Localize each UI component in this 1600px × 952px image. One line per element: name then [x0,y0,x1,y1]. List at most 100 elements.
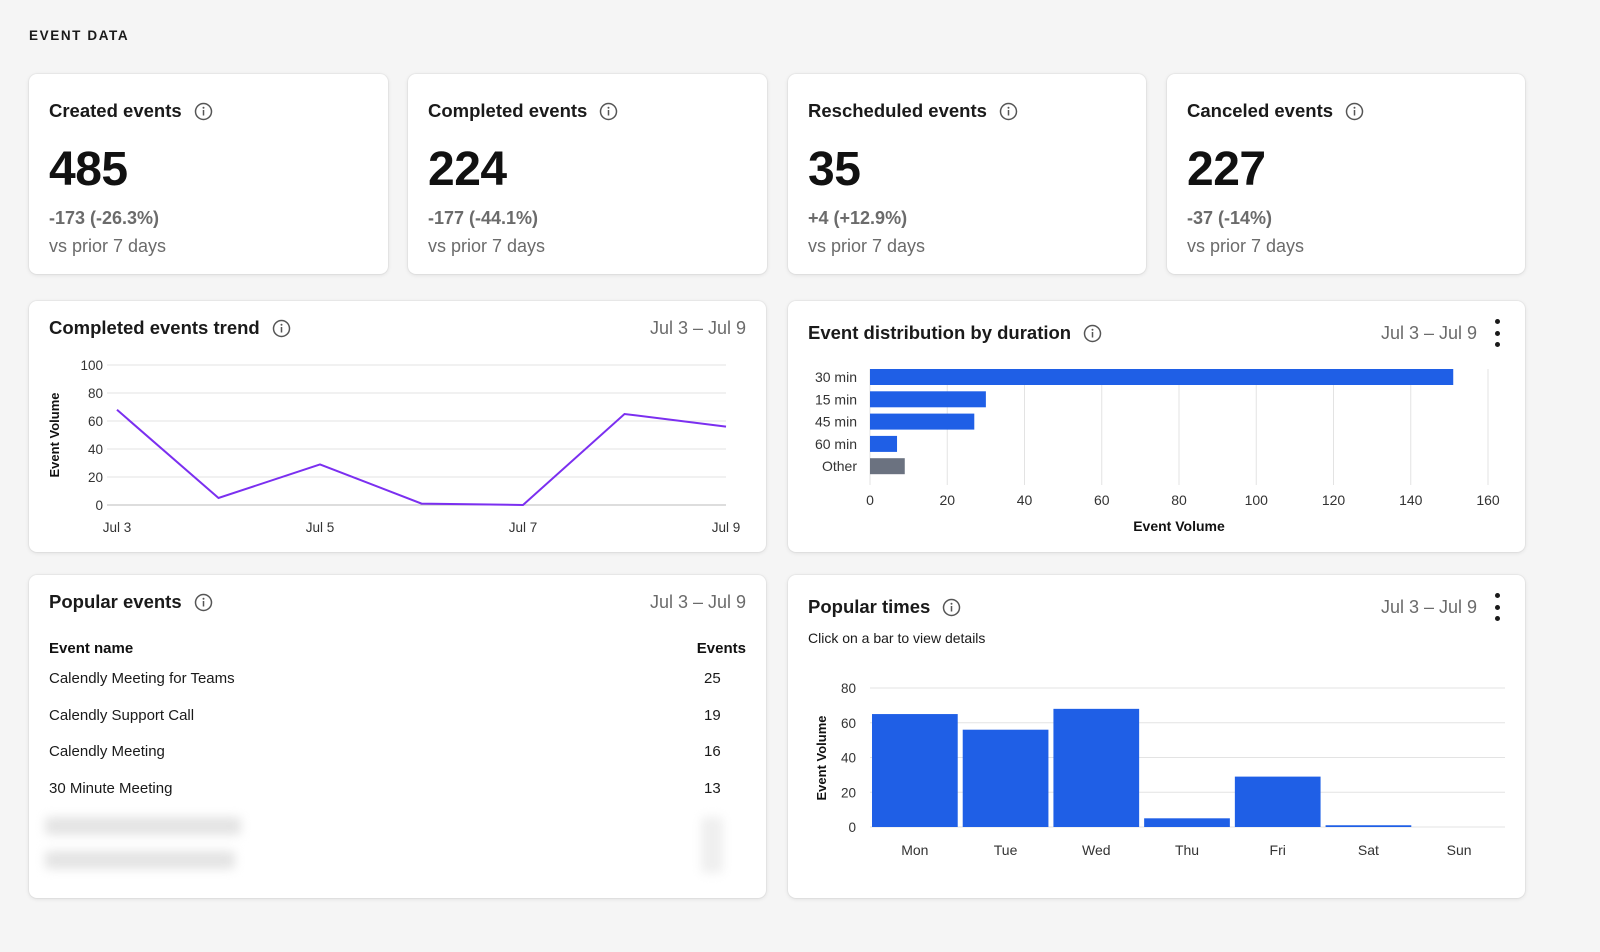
stat-value: 35 [808,143,861,196]
x-tick-label: Mon [901,842,928,858]
table-row-name[interactable]: Calendly Support Call [49,707,195,724]
date-range: Jul 3 – Jul 9 [1380,323,1477,343]
x-tick-label: 20 [939,492,955,508]
y-axis-label: Event Volume [47,392,62,477]
x-tick-label: 100 [1245,492,1269,508]
y-tick-label: 100 [80,358,103,373]
info-icon[interactable] [272,319,291,338]
bar [1325,825,1412,827]
stat-compare: vs prior 7 days [49,236,167,256]
y-tick-label: 30 min [815,369,857,385]
stat-delta: -37 (-14%) [1187,208,1273,228]
trend-line [116,409,727,507]
y-tick-label: 60 min [815,436,857,452]
more-options-icon[interactable] [1492,593,1502,621]
y-tick-label: 20 [88,470,103,485]
stat-value: 224 [428,143,507,196]
stat-delta: -173 (-26.3%) [49,208,160,228]
popular-times-title-wrap: Popular times [808,596,961,618]
y-tick-label: 0 [848,820,856,835]
table-row-count: 19 [704,707,721,724]
trend-card: Completed events trend Jul 3 – Jul 9 Eve… [29,301,766,552]
popular-times-title: Popular times [808,596,931,617]
duration-chart: Event Volume 0 20 40 60 80 100 120 140 160 30 min… [815,369,1500,534]
stat-card-rescheduled: Rescheduled events 35 +4 (+12.9%) vs pri… [788,74,1146,274]
date-range: Jul 3 – Jul 9 [649,318,746,338]
table-row-count: 13 [704,780,721,797]
stat-compare: vs prior 7 days [1187,236,1305,256]
x-tick-label: 0 [866,492,874,508]
info-icon[interactable] [999,102,1018,121]
trend-title: Completed events trend [49,317,260,338]
stat-delta: -177 (-44.1%) [428,208,539,228]
popular-events-card: Popular events Jul 3 – Jul 9 Event name … [29,575,766,898]
info-icon[interactable] [1083,324,1102,343]
section-title: EVENT DATA [29,28,130,43]
x-tick-label: 140 [1399,492,1423,508]
info-icon[interactable] [942,598,961,617]
y-tick-label: 40 [88,442,103,457]
info-icon[interactable] [1345,102,1364,121]
duration-title-wrap: Event distribution by duration [808,322,1102,344]
stat-title: Created events [49,100,182,121]
date-range: Jul 3 – Jul 9 [649,592,746,612]
bar [872,714,958,827]
popular-times-card: Popular times Jul 3 – Jul 9 Click on a b… [788,575,1525,898]
bar [870,369,1454,385]
x-tick-label: Sat [1358,842,1379,858]
popular-times-chart: Event Volume 0 20 40 60 80 Mon Tue Wed Thu Fri Sat… [814,681,1505,858]
y-tick-label: 60 [88,414,103,429]
info-icon[interactable] [194,593,213,612]
stat-value: 485 [49,143,128,196]
y-tick-label: Other [822,458,857,474]
x-tick-label: Sun [1447,842,1472,858]
stat-title-wrap: Created events [49,100,213,122]
stat-value: 227 [1187,143,1266,196]
x-tick-label: Jul 7 [509,520,538,535]
bar [870,413,975,430]
x-tick-label: Thu [1175,842,1199,858]
more-options-icon[interactable] [1492,319,1502,347]
y-tick-label: 40 [841,751,856,766]
column-header-event-name: Event name [49,640,134,657]
x-tick-label: 60 [1094,492,1110,508]
x-tick-label: Tue [994,842,1018,858]
date-range: Jul 3 – Jul 9 [1380,597,1477,617]
bar [870,435,898,452]
y-tick-label: 20 [841,785,856,800]
info-icon[interactable] [194,102,213,121]
y-tick-label: 45 min [815,414,857,430]
stat-title-wrap: Rescheduled events [808,100,1018,122]
y-tick-label: 15 min [815,391,857,407]
stat-compare: vs prior 7 days [808,236,926,256]
stat-card-completed: Completed events 224 -177 (-44.1%) vs pr… [408,74,767,274]
y-tick-label: 80 [88,386,103,401]
stat-title: Canceled events [1187,100,1334,121]
y-tick-label: 0 [95,498,103,513]
x-tick-label: 80 [1171,492,1187,508]
stat-delta: +4 (+12.9%) [808,208,908,228]
x-tick-label: 120 [1322,492,1346,508]
stat-compare: vs prior 7 days [428,236,546,256]
x-tick-label: Fri [1270,842,1286,858]
stat-title: Rescheduled events [808,100,987,121]
table-row-name[interactable]: Calendly Meeting [49,743,165,760]
x-tick-label: Jul 9 [712,520,741,535]
chart-hint: Click on a bar to view details [808,630,986,646]
table-row-count: 25 [704,670,721,687]
x-tick-label: Wed [1082,842,1111,858]
duration-card: Event distribution by duration Jul 3 – J… [788,301,1525,552]
x-tick-label: 160 [1476,492,1500,508]
bar [962,729,1049,827]
bar [870,458,905,475]
table-row-name[interactable]: 30 Minute Meeting [49,780,173,797]
table-row-name[interactable]: Calendly Meeting for Teams [49,670,235,687]
column-header-events: Events [696,640,746,657]
blurred-row [45,817,241,835]
info-icon[interactable] [599,102,618,121]
popular-events-title: Popular events [49,591,182,612]
stat-card-created: Created events 485 -173 (-26.3%) vs prio… [29,74,388,274]
bar [1234,776,1321,827]
stat-title-wrap: Completed events [428,100,618,122]
stat-title: Completed events [428,100,588,121]
